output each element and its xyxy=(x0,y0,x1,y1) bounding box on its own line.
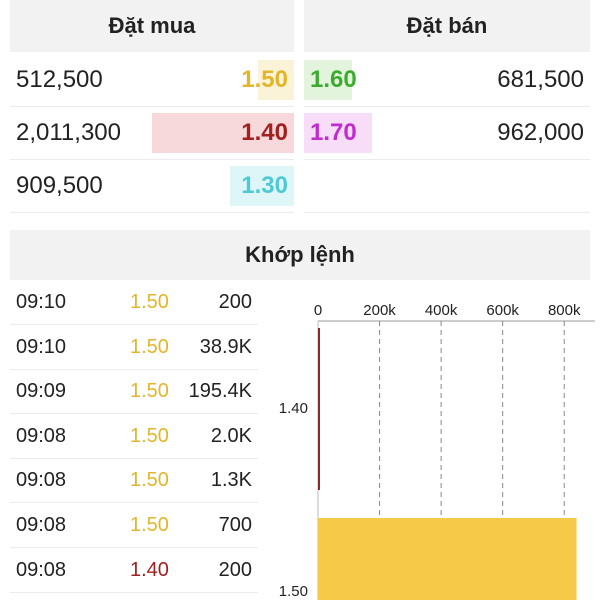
buy-volume: 909,500 xyxy=(16,172,103,199)
x-tick-label: 800k xyxy=(548,302,581,319)
trade-volume: 200 xyxy=(218,291,252,313)
volume-bar xyxy=(318,518,577,600)
trade-volume: 700 xyxy=(218,514,252,536)
trade-row[interactable]: 09:10 1.50 38.9K xyxy=(10,325,258,370)
trade-volume: 38.9K xyxy=(199,335,252,358)
sell-header-label: Đặt bán xyxy=(406,13,488,38)
sell-header: Đặt bán xyxy=(304,0,590,52)
trade-row[interactable]: 09:08 1.40 200 xyxy=(10,548,258,593)
buy-price: 1.50 xyxy=(241,66,288,93)
trade-row[interactable]: 09:10 1.50 200 xyxy=(10,280,258,325)
sell-row[interactable]: 1.60 681,500 xyxy=(304,54,590,107)
trade-price: 1.50 xyxy=(130,380,169,403)
buy-volume-bar xyxy=(152,113,294,153)
trade-volume: 195.4K xyxy=(188,380,252,403)
sell-price: 1.70 xyxy=(310,119,357,146)
trade-price: 1.50 xyxy=(130,291,169,313)
sell-volume-bar xyxy=(304,60,352,100)
buy-volume-bar xyxy=(230,166,294,206)
buy-header: Đặt mua xyxy=(10,0,294,52)
sell-row[interactable]: 1.70 962,000 xyxy=(304,107,590,160)
trade-price: 1.50 xyxy=(130,469,169,492)
x-tick-label: 200k xyxy=(363,302,396,319)
trade-time: 09:08 xyxy=(16,424,67,447)
trade-time: 09:08 xyxy=(16,558,67,581)
trade-price: 1.50 xyxy=(130,335,169,358)
buy-volume-bar xyxy=(258,60,294,100)
volume-bar xyxy=(318,328,320,490)
sell-volume-bar xyxy=(304,113,372,153)
buy-row[interactable]: 909,500 1.30 xyxy=(10,160,294,213)
trade-price: 1.50 xyxy=(130,514,169,536)
matched-header-label: Khớp lệnh xyxy=(245,242,355,267)
buy-price: 1.30 xyxy=(241,172,288,199)
buy-row[interactable]: 2,011,300 1.40 xyxy=(10,107,294,160)
buy-volume: 512,500 xyxy=(16,66,103,93)
trade-volume: 2.0K xyxy=(210,424,252,447)
trade-volume: 200 xyxy=(218,558,252,581)
trade-price: 1.40 xyxy=(130,558,169,581)
sell-volume: 962,000 xyxy=(497,119,584,146)
sell-price: 1.60 xyxy=(310,66,357,93)
sell-volume: 681,500 xyxy=(497,66,584,93)
matched-header: Khớp lệnh xyxy=(10,230,590,280)
x-tick-label: 400k xyxy=(425,302,458,319)
trade-time: 09:08 xyxy=(16,514,67,536)
buy-header-label: Đặt mua xyxy=(108,13,196,38)
trade-row[interactable]: 09:08 1.50 700 xyxy=(10,503,258,548)
x-tick-label: 0 xyxy=(314,302,322,319)
y-tick-label: 1.50 xyxy=(279,583,308,600)
trade-time: 09:08 xyxy=(16,469,67,492)
buy-price: 1.40 xyxy=(241,119,288,146)
trade-time: 09:10 xyxy=(16,335,67,358)
trade-time: 09:09 xyxy=(16,380,67,403)
buy-row[interactable]: 512,500 1.50 xyxy=(10,54,294,107)
price-volume-chart: 0 200k 400k 600k 800k 1.40 1.50 xyxy=(279,302,595,600)
trade-row[interactable]: 09:08 1.50 2.0K xyxy=(10,414,258,459)
trade-row[interactable]: 09:09 1.50 195.4K xyxy=(10,369,258,415)
y-tick-label: 1.40 xyxy=(279,400,308,417)
trade-volume: 1.3K xyxy=(210,469,252,492)
trade-row[interactable]: 09:08 1.50 1.3K xyxy=(10,458,258,504)
buy-volume: 2,011,300 xyxy=(16,119,121,146)
trade-price: 1.50 xyxy=(130,424,169,447)
sell-row-empty xyxy=(304,160,590,213)
x-tick-label: 600k xyxy=(486,302,519,319)
trade-time: 09:10 xyxy=(16,291,67,313)
